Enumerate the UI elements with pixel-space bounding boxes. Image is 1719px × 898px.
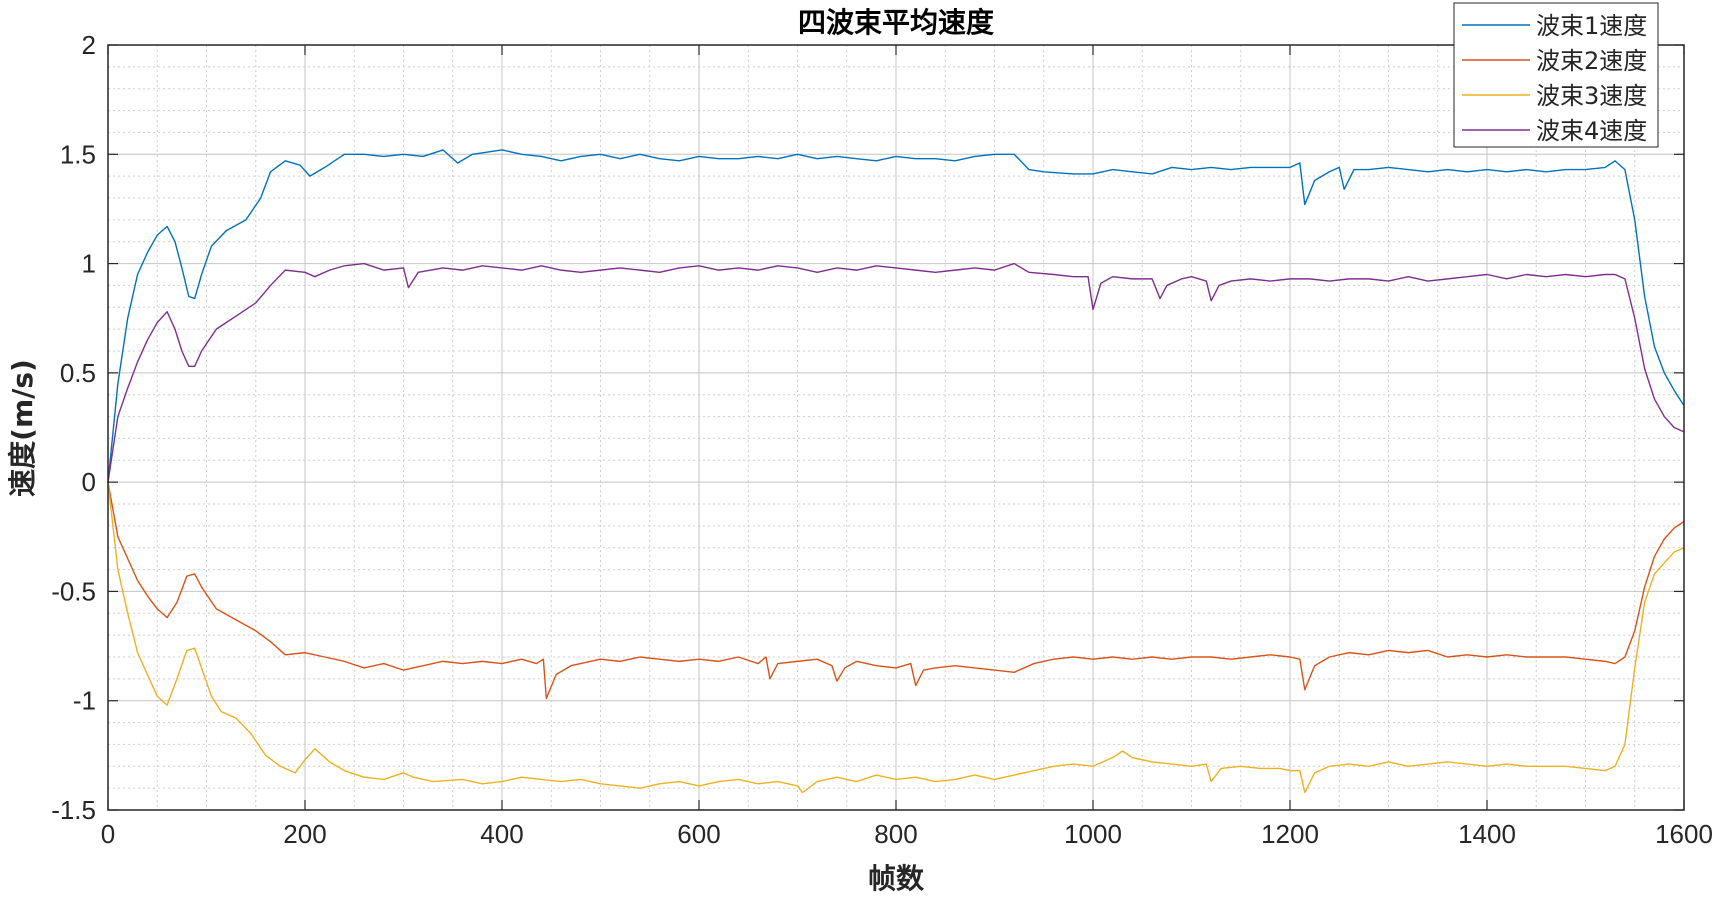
- y-tick-labels: -1.5 -1 -0.5 0 0.5 1 1.5 2: [51, 30, 96, 825]
- series-line-1: [107, 149, 1685, 483]
- y-tick-label: 0: [82, 467, 96, 497]
- x-tick-label: 1200: [1261, 819, 1319, 849]
- x-tick-label: 600: [677, 819, 720, 849]
- series-line-2: [107, 482, 1685, 700]
- x-tick-label: 400: [480, 819, 523, 849]
- y-tick-label: 1: [82, 249, 96, 279]
- chart-title: 四波束平均速度: [798, 6, 994, 39]
- series-line-4: [107, 262, 1685, 483]
- x-tick-label: 0: [101, 819, 115, 849]
- x-tick-label: 200: [283, 819, 326, 849]
- series-lines: [107, 149, 1685, 794]
- legend-label-2: 波束2速度: [1536, 47, 1647, 75]
- y-tick-label: 1.5: [60, 139, 96, 169]
- x-tick-label: 800: [874, 819, 917, 849]
- x-tick-label: 1000: [1064, 819, 1122, 849]
- y-tick-label: 0.5: [60, 358, 96, 388]
- series-line-3: [107, 482, 1685, 794]
- x-axis-title: 帧数: [868, 862, 925, 895]
- x-tick-label: 1600: [1655, 819, 1713, 849]
- x-tick-labels: 0 200 400 600 800 1000 1200 1400 1600: [101, 819, 1713, 849]
- y-tick-label: 2: [82, 30, 96, 60]
- y-axis-title: 速度(m/s): [6, 359, 39, 497]
- y-tick-label: -0.5: [51, 576, 96, 606]
- legend-box: [1453, 2, 1659, 148]
- y-tick-label: -1: [73, 686, 96, 716]
- legend-label-4: 波束4速度: [1536, 117, 1647, 145]
- legend-label-3: 波束3速度: [1536, 82, 1647, 110]
- x-tick-label: 1400: [1458, 819, 1516, 849]
- y-tick-label: -1.5: [51, 795, 96, 825]
- legend-label-1: 波束1速度: [1536, 12, 1647, 40]
